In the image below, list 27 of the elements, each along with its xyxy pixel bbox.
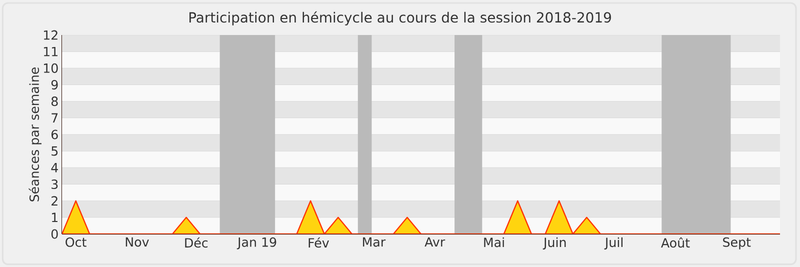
y-tick-label: 6 xyxy=(51,130,58,140)
x-tick-label: Mar xyxy=(362,237,386,247)
y-tick-label: 11 xyxy=(44,46,58,56)
x-tick-label: Nov xyxy=(126,237,149,247)
y-tick-label: 7 xyxy=(52,113,58,123)
y-tick-label: 8 xyxy=(51,96,58,106)
x-tick-label: Avr xyxy=(424,237,446,247)
x-tick-label: Déc xyxy=(185,237,208,248)
x-tick-label: Fév xyxy=(308,237,329,248)
chart-title: Participation en hémicycle au cours de la session 2018-2019 xyxy=(189,11,611,26)
y-tick-label: 4 xyxy=(51,163,58,172)
y-tick-label: 2 xyxy=(52,196,58,206)
y-tick-label: 9 xyxy=(51,80,58,90)
x-tick-label: Juin xyxy=(542,237,566,250)
x-tick-label: Sept xyxy=(723,237,751,250)
x-tick-label: Juil xyxy=(604,237,623,250)
y-tick-label: 0 xyxy=(51,229,58,239)
y-tick-label: 10 xyxy=(44,63,58,73)
x-tick-label: Août xyxy=(661,237,690,248)
y-tick-label: 5 xyxy=(52,146,58,156)
x-tick-label: Oct xyxy=(66,237,86,247)
y-axis-title: Séances par semaine xyxy=(28,67,42,202)
y-tick-label: 3 xyxy=(52,179,58,190)
y-tick-label: 1 xyxy=(52,212,58,222)
y-tick-label: 12 xyxy=(44,30,58,40)
x-tick-label: Mai xyxy=(484,237,504,248)
x-tick-label: Jan 19 xyxy=(236,237,276,250)
